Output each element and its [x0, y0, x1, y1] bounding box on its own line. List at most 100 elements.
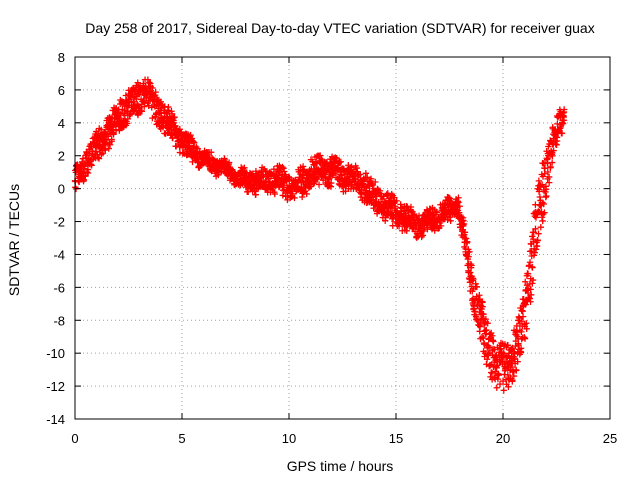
y-tick-label: -8 — [53, 313, 65, 328]
data-point — [513, 367, 520, 374]
data-point — [522, 278, 529, 285]
data-point — [494, 362, 501, 369]
data-point — [152, 88, 159, 96]
data-point — [527, 286, 534, 293]
data-point — [447, 217, 454, 225]
data-point — [493, 384, 500, 391]
data-point — [518, 328, 525, 336]
data-point — [553, 134, 561, 141]
data-point — [364, 174, 371, 181]
data-point — [291, 194, 298, 202]
y-tick-label: 0 — [58, 182, 65, 197]
data-point — [207, 149, 215, 156]
data-point — [509, 376, 516, 384]
data-point — [431, 227, 438, 234]
data-point — [539, 199, 546, 206]
plot-frame — [74, 56, 611, 420]
data-point — [149, 84, 156, 92]
y-tick-label: 2 — [58, 149, 65, 164]
data-point — [171, 113, 178, 121]
data-point — [173, 125, 180, 132]
data-point — [541, 165, 549, 172]
data-point — [419, 232, 427, 239]
data-point — [526, 295, 533, 302]
y-tick-label: -2 — [53, 215, 65, 230]
data-point — [433, 209, 441, 216]
data-point — [540, 210, 547, 218]
data-point — [315, 181, 323, 188]
grid-lines — [75, 57, 610, 419]
y-tick-label: 4 — [58, 116, 65, 131]
data-point — [535, 230, 542, 237]
data-point — [403, 227, 410, 234]
data-point — [548, 159, 556, 166]
data-point — [532, 214, 540, 221]
data-point — [298, 193, 306, 201]
data-points — [71, 76, 568, 394]
data-point — [529, 280, 536, 287]
data-point — [357, 171, 364, 178]
data-point — [460, 220, 468, 228]
data-point — [490, 338, 497, 345]
data-point — [543, 192, 550, 200]
data-point — [467, 260, 475, 268]
data-point — [191, 139, 198, 147]
data-point — [521, 335, 529, 342]
y-axis-label: SDTVAR / TECUs — [6, 184, 22, 296]
data-point — [327, 179, 335, 187]
data-point — [112, 126, 120, 133]
data-point — [108, 138, 115, 145]
data-point — [514, 358, 521, 365]
data-point — [560, 117, 568, 124]
data-point — [271, 190, 278, 198]
data-point — [481, 341, 488, 348]
data-point — [554, 120, 561, 128]
data-point — [299, 172, 307, 179]
data-point — [544, 168, 552, 176]
data-point — [538, 214, 546, 221]
data-point — [368, 180, 375, 187]
data-point — [119, 122, 127, 130]
data-point — [403, 202, 410, 210]
x-axis-label: GPS time / hours — [287, 458, 394, 474]
data-point — [466, 248, 473, 255]
data-point — [513, 327, 521, 335]
data-point — [504, 342, 512, 349]
y-tick-label: 8 — [58, 50, 65, 65]
data-point — [537, 223, 545, 231]
data-point — [500, 387, 507, 394]
data-point — [536, 186, 543, 193]
x-tick-label: 10 — [282, 431, 296, 446]
data-point — [534, 237, 541, 244]
data-point — [194, 145, 201, 152]
data-point — [524, 270, 532, 278]
y-tick-label: -4 — [53, 247, 65, 262]
data-point — [504, 371, 512, 379]
data-point — [116, 115, 123, 122]
data-point — [303, 190, 310, 198]
data-point — [505, 383, 512, 391]
data-point — [455, 194, 462, 201]
data-point — [105, 145, 112, 152]
data-point — [463, 238, 471, 246]
data-point — [88, 162, 95, 169]
x-tick-label: 25 — [603, 431, 617, 446]
data-point — [545, 179, 553, 186]
y-tick-label: -10 — [46, 346, 65, 361]
data-point — [173, 142, 180, 150]
data-point — [289, 190, 296, 198]
data-point — [106, 141, 114, 148]
data-point — [330, 170, 337, 177]
data-point — [519, 313, 527, 320]
data-point — [483, 326, 490, 334]
data-point — [508, 363, 516, 371]
data-point — [237, 172, 244, 179]
data-point — [470, 275, 477, 283]
data-point — [559, 120, 567, 127]
data-point — [550, 147, 557, 154]
data-point — [478, 334, 486, 341]
data-point — [95, 155, 103, 162]
data-point — [495, 371, 503, 379]
axis-ticks: 0 5 10 15 20 25 -14 -12 -10 -8 -6 -4 -2 0 2 4 6 8 — [46, 50, 617, 446]
